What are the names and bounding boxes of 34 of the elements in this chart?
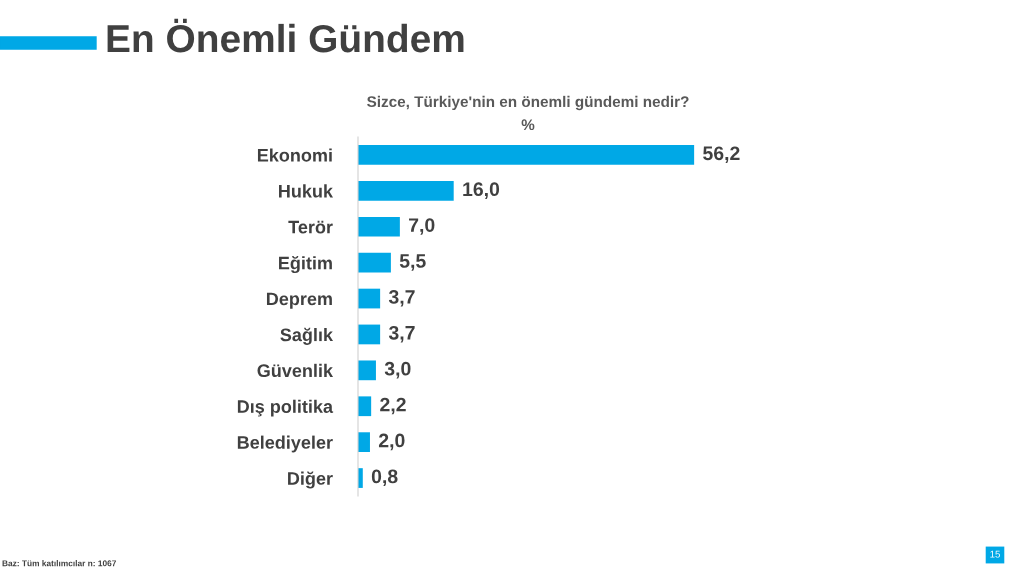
y-tick-label: Ekonomi [257,148,332,162]
y-tick-label: Terör [288,220,333,234]
y-tick-label: Deprem [266,292,332,309]
data-label: 16,0 [463,182,500,199]
y-tick-label: Eğitim [279,256,332,274]
bar [358,216,400,237]
text: % [521,119,535,131]
data-label: 5,5 [399,254,426,271]
bar [358,396,372,417]
data-label: 2,0 [378,433,405,451]
text: 15 [990,550,1000,558]
bar [358,324,381,345]
data-label: 56,2 [703,146,740,163]
data-label: 0,8 [371,469,398,487]
bar [358,360,376,381]
y-tick-label: Güvenlik [257,363,334,378]
data-label: 2,2 [380,397,406,415]
data-label: 7,0 [409,218,435,235]
y-tick-label: Dış politika [237,399,334,417]
chart-subtitle: Sizce, Türkiye'nin en önemli gündemi nedir? [367,95,689,111]
data-label: 3,7 [388,290,415,307]
bar [358,252,391,273]
bar [358,145,695,165]
bar [358,180,454,201]
y-tick-label: Sağlık [280,327,334,345]
y-tick-label: Hukuk [279,184,334,198]
data-label: 3,7 [388,325,415,343]
y-tick-label: Diğer [288,471,333,489]
y-tick-label: Belediyeler [237,435,333,453]
chart-title: En Önemli Gündem [107,18,464,53]
bar [358,288,381,309]
bar [358,432,370,453]
data-label: 3,0 [384,361,411,379]
text: Baz: Tüm katılımcılar n: 1067 [2,560,117,567]
